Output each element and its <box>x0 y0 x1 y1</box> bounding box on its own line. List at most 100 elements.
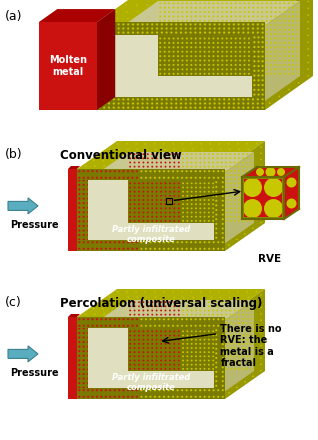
Circle shape <box>175 28 177 30</box>
Circle shape <box>109 177 111 179</box>
Circle shape <box>209 97 211 99</box>
Circle shape <box>131 184 134 186</box>
Circle shape <box>138 301 140 303</box>
Circle shape <box>149 345 151 348</box>
Text: Molten
metal: Molten metal <box>49 55 87 77</box>
Circle shape <box>234 212 236 213</box>
Circle shape <box>246 334 248 337</box>
Circle shape <box>98 97 100 99</box>
Circle shape <box>105 359 107 361</box>
Circle shape <box>182 15 183 18</box>
Circle shape <box>213 193 215 195</box>
Circle shape <box>221 199 223 201</box>
Circle shape <box>194 103 197 105</box>
Circle shape <box>236 361 238 363</box>
Circle shape <box>118 220 120 223</box>
Circle shape <box>78 396 80 398</box>
Circle shape <box>122 180 125 181</box>
Circle shape <box>134 356 135 357</box>
Circle shape <box>159 2 161 4</box>
Circle shape <box>182 51 183 53</box>
Circle shape <box>165 87 168 89</box>
Circle shape <box>140 341 142 343</box>
Circle shape <box>247 102 249 104</box>
Circle shape <box>131 373 134 375</box>
Circle shape <box>149 327 151 330</box>
Circle shape <box>225 187 227 188</box>
Circle shape <box>238 216 240 218</box>
Circle shape <box>208 341 210 343</box>
Circle shape <box>131 359 134 361</box>
Circle shape <box>164 351 166 353</box>
Circle shape <box>242 191 244 193</box>
Circle shape <box>131 378 134 380</box>
Circle shape <box>182 212 184 213</box>
Circle shape <box>140 318 142 320</box>
Circle shape <box>186 356 188 357</box>
Circle shape <box>146 32 149 34</box>
Circle shape <box>199 305 201 307</box>
Circle shape <box>194 77 197 79</box>
Circle shape <box>218 291 220 293</box>
Circle shape <box>122 373 125 375</box>
Circle shape <box>208 211 210 213</box>
Circle shape <box>190 230 192 231</box>
Circle shape <box>178 216 180 218</box>
Circle shape <box>180 53 182 55</box>
Circle shape <box>114 325 116 327</box>
Circle shape <box>118 341 120 343</box>
Circle shape <box>283 68 286 70</box>
Circle shape <box>217 207 219 209</box>
Circle shape <box>145 170 147 172</box>
Circle shape <box>113 28 115 30</box>
Circle shape <box>195 332 197 334</box>
Circle shape <box>212 195 214 197</box>
Circle shape <box>221 347 223 349</box>
Circle shape <box>147 216 149 218</box>
Circle shape <box>199 309 201 312</box>
Circle shape <box>251 334 253 337</box>
Circle shape <box>208 51 210 53</box>
Circle shape <box>279 55 280 57</box>
Circle shape <box>190 188 192 191</box>
Circle shape <box>164 216 166 218</box>
Circle shape <box>113 67 115 70</box>
Circle shape <box>217 212 218 213</box>
Circle shape <box>169 309 171 312</box>
Circle shape <box>131 175 134 177</box>
Circle shape <box>137 72 139 74</box>
Circle shape <box>261 77 264 79</box>
Circle shape <box>190 68 192 70</box>
Circle shape <box>129 174 131 176</box>
Circle shape <box>252 38 254 40</box>
Circle shape <box>212 212 214 213</box>
Circle shape <box>118 327 120 330</box>
Circle shape <box>212 322 214 324</box>
Circle shape <box>222 348 224 350</box>
Circle shape <box>146 103 149 105</box>
Circle shape <box>180 67 182 70</box>
Circle shape <box>117 98 120 100</box>
Circle shape <box>229 314 231 315</box>
Circle shape <box>105 238 107 241</box>
Circle shape <box>204 396 206 398</box>
Circle shape <box>288 73 290 75</box>
Circle shape <box>217 64 219 66</box>
Circle shape <box>247 67 249 70</box>
Circle shape <box>186 212 188 213</box>
Circle shape <box>170 53 172 55</box>
Circle shape <box>204 382 206 384</box>
Circle shape <box>186 174 188 176</box>
Circle shape <box>175 98 177 100</box>
Circle shape <box>140 211 142 213</box>
Circle shape <box>92 180 93 181</box>
Circle shape <box>134 178 135 180</box>
Circle shape <box>114 170 116 172</box>
Circle shape <box>228 106 230 109</box>
Circle shape <box>222 211 224 213</box>
Circle shape <box>175 33 177 35</box>
Circle shape <box>190 180 192 181</box>
Circle shape <box>138 170 140 172</box>
Circle shape <box>154 211 156 213</box>
Circle shape <box>213 308 215 309</box>
